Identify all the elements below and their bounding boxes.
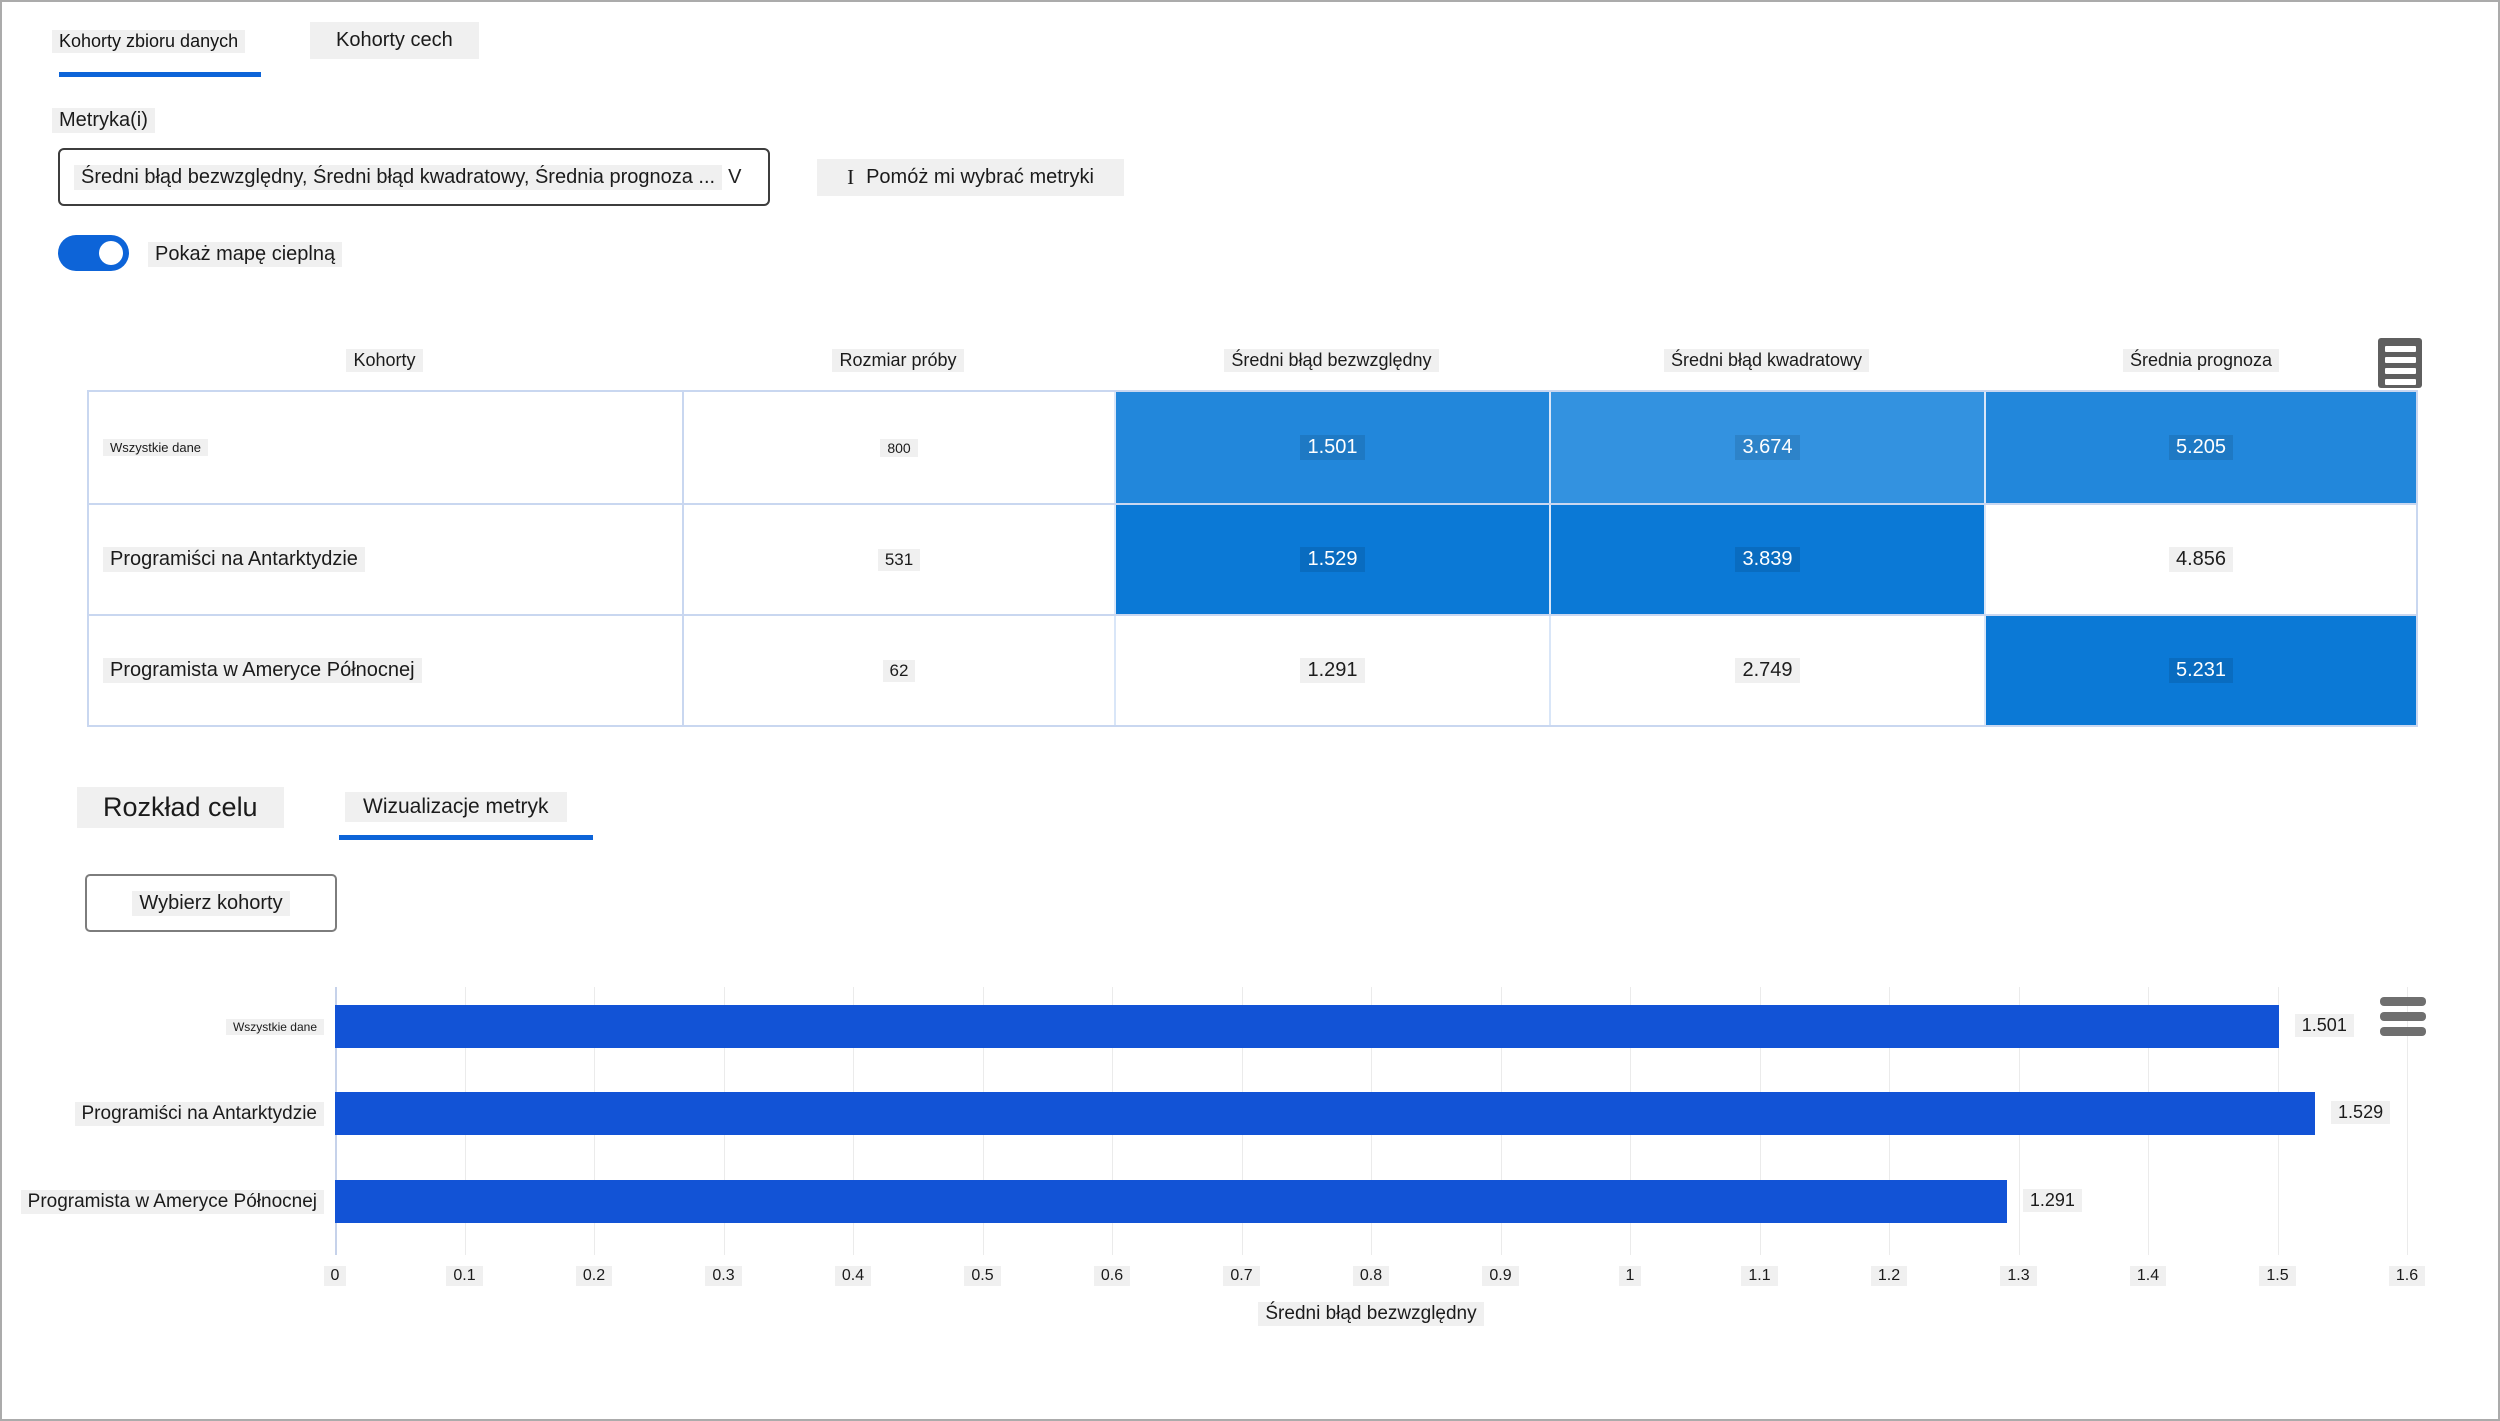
column-header: Kohorty	[87, 338, 682, 382]
table-row: Programista w Ameryce Północnej 62 1.291 2.…	[89, 614, 2416, 725]
category-label: Programista w Ameryce Północnej	[2, 1180, 324, 1223]
bar	[335, 1180, 2007, 1223]
x-axis-tick: 1.4	[2113, 1266, 2183, 1286]
metric-cell: 5.205	[1984, 392, 2416, 503]
metric-cell: 5.231	[1984, 616, 2416, 725]
table-header-row: Kohorty Rozmiar próby Średni błąd bezwzglę…	[87, 338, 2418, 382]
info-icon: I	[847, 165, 855, 189]
tab-feature-cohorts-label: Kohorty cech	[310, 22, 479, 59]
metric-cell: 1.529	[1114, 505, 1549, 614]
tab-feature-cohorts[interactable]: Kohorty cech	[310, 22, 479, 59]
metric-cell: 2.749	[1549, 616, 1984, 725]
heatmap-toggle[interactable]	[58, 235, 129, 271]
select-cohorts-button[interactable]: Wybierz kohorty	[85, 874, 337, 932]
column-header: Średni błąd kwadratowy	[1549, 338, 1984, 382]
tab-metric-visualizations-label: Wizualizacje metryk	[345, 792, 567, 822]
x-axis-tick: 0	[300, 1266, 370, 1286]
x-axis-tick: 1.2	[1854, 1266, 1924, 1286]
tab-target-distribution-label: Rozkład celu	[77, 787, 284, 828]
cohort-name: Programiści na Antarktydzie	[89, 505, 682, 614]
x-axis-tick: 1.6	[2372, 1266, 2442, 1286]
metrics-field-label: Metryka(i)	[52, 108, 155, 133]
x-axis-tick: 0.1	[430, 1266, 500, 1286]
heatmap-toggle-label: Pokaż mapę cieplną	[148, 242, 343, 267]
metric-cell: 3.839	[1549, 505, 1984, 614]
category-label: Wszystkie dane	[2, 1005, 324, 1048]
bar-value-label: 1.501	[2294, 1014, 2354, 1037]
gridline	[2407, 987, 2408, 1255]
x-axis-label: Średni błąd bezwzględny	[335, 1302, 2407, 1326]
x-axis-tick: 1	[1595, 1266, 1665, 1286]
cohort-metrics-table: Wszystkie dane 800 1.501 3.674 5.205 Programi…	[87, 390, 2418, 727]
x-axis-tick: 0.7	[1207, 1266, 1277, 1286]
help-pick-metrics-button[interactable]: I Pomóż mi wybrać metryki	[817, 159, 1124, 196]
sample-size: 800	[682, 392, 1114, 503]
tab-target-distribution[interactable]: Rozkład celu	[77, 787, 284, 828]
tab-metric-visualizations[interactable]: Wizualizacje metryk	[345, 792, 567, 822]
sample-size: 62	[682, 616, 1114, 725]
toggle-knob	[99, 241, 123, 265]
column-header: Średni błąd bezwzględny	[1114, 338, 1549, 382]
column-header: Średnia prognoza	[1984, 338, 2418, 382]
x-axis-tick: 0.5	[948, 1266, 1018, 1286]
active-section-tab-underline	[339, 835, 593, 840]
table-row: Wszystkie dane 800 1.501 3.674 5.205	[89, 392, 2416, 503]
active-tab-underline	[59, 72, 261, 77]
metric-cell: 4.856	[1984, 505, 2416, 614]
x-axis-tick: 1.5	[2243, 1266, 2313, 1286]
x-axis-tick: 0.4	[818, 1266, 888, 1286]
select-cohorts-label: Wybierz kohorty	[132, 890, 290, 916]
cohort-name: Programista w Ameryce Północnej	[89, 616, 682, 725]
x-axis-tick: 0.3	[689, 1266, 759, 1286]
chart-menu-icon[interactable]	[2380, 997, 2426, 1042]
sample-size: 531	[682, 505, 1114, 614]
metrics-dropdown-value: Średni błąd bezwzględny, Średni błąd kwa…	[74, 164, 723, 190]
metric-cell: 1.291	[1114, 616, 1549, 725]
x-axis-tick: 0.8	[1336, 1266, 1406, 1286]
bar	[335, 1092, 2316, 1135]
metric-cell: 3.674	[1549, 392, 1984, 503]
category-label: Programiści na Antarktydzie	[2, 1092, 324, 1135]
tab-dataset-cohorts[interactable]: Kohorty zbioru danych	[52, 30, 246, 53]
x-axis-tick: 0.6	[1077, 1266, 1147, 1286]
x-axis-tick: 0.2	[559, 1266, 629, 1286]
x-axis-tick: 1.1	[1725, 1266, 1795, 1286]
bar-value-label: 1.529	[2331, 1101, 2391, 1124]
bar-value-label: 1.291	[2022, 1189, 2082, 1212]
list-view-icon[interactable]	[2378, 338, 2422, 388]
chevron-down-icon: V	[728, 165, 742, 188]
help-pick-metrics-label: Pomóż mi wybrać metryki	[866, 166, 1094, 188]
metrics-dropdown[interactable]: Średni błąd bezwzględny, Średni błąd kwa…	[58, 148, 770, 206]
column-header: Rozmiar próby	[682, 338, 1114, 382]
bar	[335, 1005, 2279, 1048]
table-row: Programiści na Antarktydzie 531 1.529 3.839…	[89, 503, 2416, 614]
tab-dataset-cohorts-label: Kohorty zbioru danych	[52, 30, 246, 53]
metric-cell: 1.501	[1114, 392, 1549, 503]
cohort-name: Wszystkie dane	[89, 392, 682, 503]
x-axis-tick: 1.3	[1984, 1266, 2054, 1286]
x-axis-tick: 0.9	[1466, 1266, 1536, 1286]
